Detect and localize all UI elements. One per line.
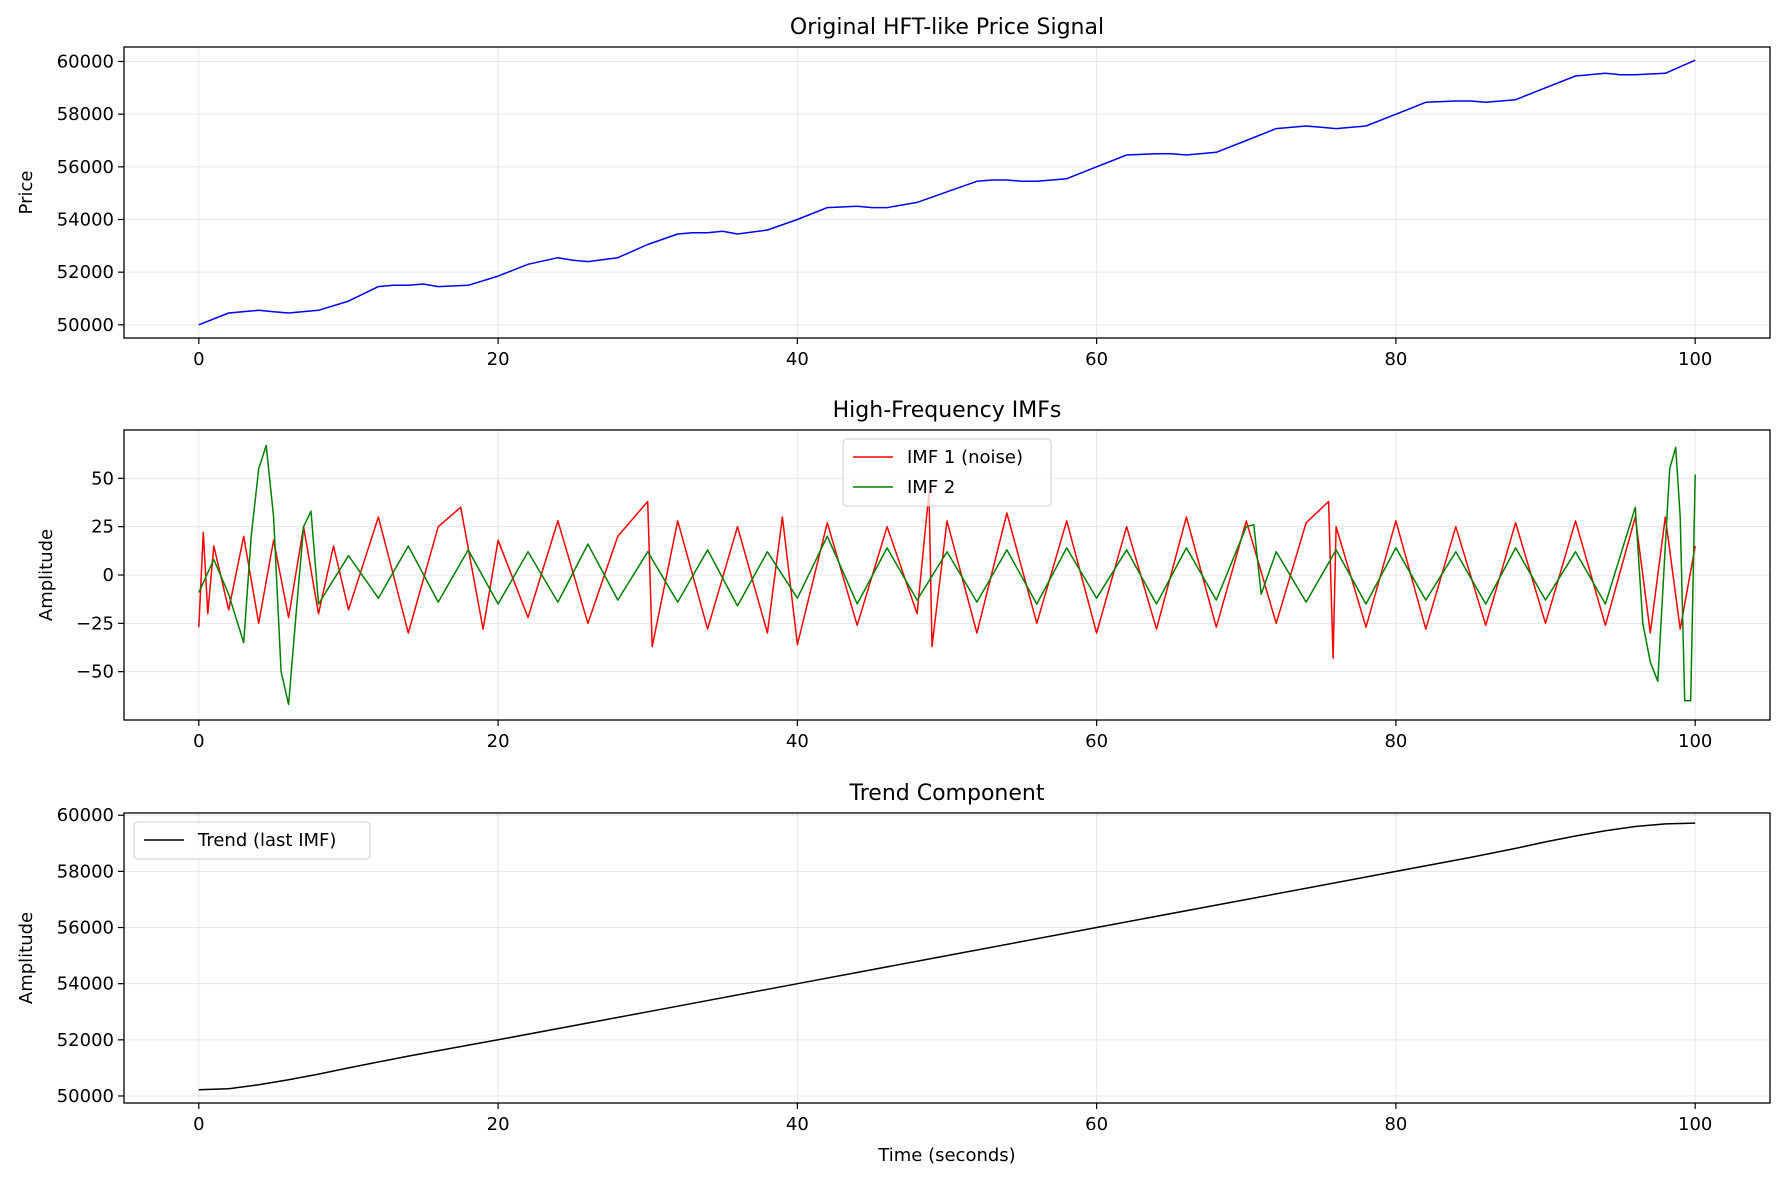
x-tick-label: 20 bbox=[487, 731, 510, 752]
y-tick-label: 50000 bbox=[57, 1086, 114, 1107]
x-tick-label: 100 bbox=[1678, 1114, 1712, 1135]
x-tick-label: 40 bbox=[786, 731, 809, 752]
y-axis-label: Amplitude bbox=[16, 912, 37, 1004]
series-line-1-0 bbox=[198, 491, 1696, 659]
x-tick-label: 20 bbox=[487, 349, 510, 370]
x-tick-label: 40 bbox=[786, 1114, 809, 1135]
x-tick-label: 20 bbox=[487, 1114, 510, 1135]
y-tick-label: 25 bbox=[91, 517, 114, 538]
legend-box-2 bbox=[133, 821, 371, 860]
chart-title: High-Frequency IMFs bbox=[833, 398, 1062, 423]
x-tick-label: 100 bbox=[1678, 731, 1712, 752]
legend-label: IMF 2 bbox=[907, 477, 955, 498]
x-tick-label: 0 bbox=[193, 731, 204, 752]
y-tick-label: 54000 bbox=[57, 974, 114, 995]
legend-box-1 bbox=[842, 438, 1052, 507]
x-tick-label: 80 bbox=[1384, 731, 1407, 752]
y-tick-label: 54000 bbox=[57, 209, 114, 230]
y-tick-label: 50 bbox=[91, 468, 114, 489]
x-tick-label: 60 bbox=[1085, 731, 1108, 752]
y-tick-label: 56000 bbox=[57, 918, 114, 939]
x-tick-label: 0 bbox=[193, 1114, 204, 1135]
x-tick-label: 80 bbox=[1384, 1114, 1407, 1135]
series-line-1-1 bbox=[198, 444, 1696, 706]
grid-0 bbox=[124, 47, 1770, 338]
y-tick-label: 58000 bbox=[57, 861, 114, 882]
y-tick-label: 0 bbox=[103, 565, 114, 586]
series-line-2-0 bbox=[198, 822, 1696, 1091]
series-line-0-0 bbox=[198, 59, 1696, 326]
x-axis-label: Time (seconds) bbox=[877, 1145, 1015, 1166]
axes-frame-2 bbox=[123, 812, 1771, 1104]
y-tick-label: 50000 bbox=[57, 315, 114, 336]
y-tick-label: 58000 bbox=[57, 104, 114, 125]
y-tick-label: 60000 bbox=[57, 51, 114, 72]
y-axis-label: Price bbox=[16, 171, 37, 215]
y-tick-label: −50 bbox=[76, 662, 114, 683]
y-axis-label: Amplitude bbox=[36, 529, 57, 621]
y-tick-label: 52000 bbox=[57, 262, 114, 283]
legend-label: Trend (last IMF) bbox=[197, 830, 336, 851]
legend-label: IMF 1 (noise) bbox=[907, 447, 1023, 468]
axes-frame-0 bbox=[123, 46, 1771, 339]
x-tick-label: 80 bbox=[1384, 349, 1407, 370]
chart-title: Original HFT-like Price Signal bbox=[790, 15, 1104, 40]
x-tick-label: 100 bbox=[1678, 349, 1712, 370]
x-tick-label: 0 bbox=[193, 349, 204, 370]
x-tick-label: 60 bbox=[1085, 349, 1108, 370]
y-tick-label: 60000 bbox=[57, 805, 114, 826]
x-tick-label: 60 bbox=[1085, 1114, 1108, 1135]
x-tick-label: 40 bbox=[786, 349, 809, 370]
grid-2 bbox=[124, 813, 1770, 1103]
y-tick-label: −25 bbox=[76, 613, 114, 634]
chart-title: Trend Component bbox=[849, 781, 1045, 806]
y-tick-label: 56000 bbox=[57, 157, 114, 178]
y-tick-label: 52000 bbox=[57, 1030, 114, 1051]
